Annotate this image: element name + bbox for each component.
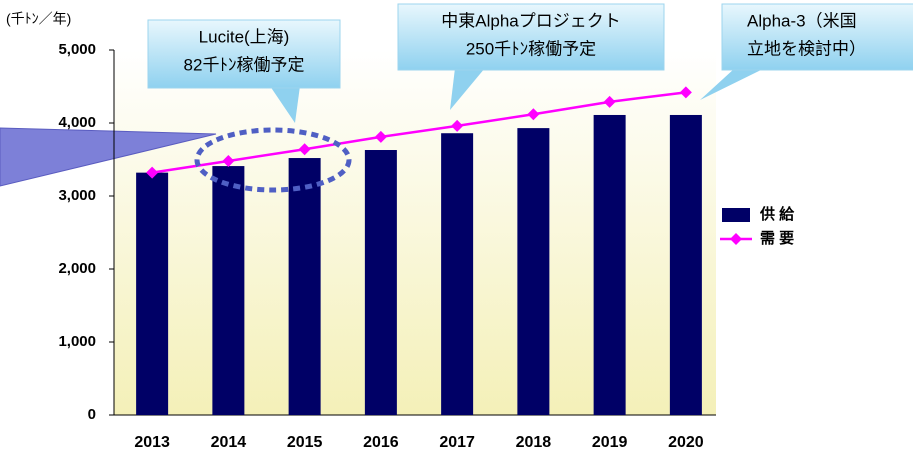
callouts [0,3,913,187]
x-tick-label: 2018 [516,434,552,451]
bar [212,166,245,415]
highlight-ellipse [194,127,352,193]
bar [288,158,321,416]
legend-label: 供 給 [759,205,795,223]
marker [527,108,540,121]
marker [679,86,692,99]
y-tick-label: 3,000 [58,187,96,204]
annotation: 250千ﾄﾝ稼働予定 [466,39,596,58]
callout-arrow [700,68,765,100]
line [151,91,687,174]
annotation: 中東Alphaプロジェクト [441,11,620,30]
y-tick-label: 1,000 [58,333,96,350]
annotation: 82千ﾄﾝ稼働予定 [184,55,305,74]
y-tick-label: 2,000 [58,260,96,277]
x-tick-label: 2013 [134,434,170,451]
bar [593,114,626,415]
x-tick-label: 2016 [363,434,399,451]
marker [146,166,159,179]
y-tick-label: 5,000 [58,41,96,58]
marker [603,95,616,108]
y-axis-label: (千ﾄﾝ／年) [6,11,71,27]
left-pointer [0,127,217,187]
marker [222,154,235,167]
y-tick-label: 0 [88,406,96,423]
x-tick-label: 2014 [211,434,247,451]
legend-swatch [722,208,750,222]
callout-box [147,19,341,89]
annotation: Lucite(上海) [199,27,290,46]
marker [298,143,311,156]
plot-area [114,50,716,415]
bar [364,150,397,415]
legend-marker [730,233,742,245]
marker [451,119,464,132]
annotation: Alpha-3（米国 [747,11,857,30]
x-tick-label: 2017 [439,434,475,451]
y-tick-label: 4,000 [58,114,96,131]
x-tick-label: 2020 [668,434,704,451]
bar [441,133,474,415]
bar [136,172,169,415]
x-tick-label: 2019 [592,434,628,451]
callout-box [721,3,913,71]
legend-label: 需 要 [760,229,794,247]
bar [517,128,550,416]
callout-arrow [450,68,485,110]
callout-arrow [270,86,300,123]
x-tick-label: 2015 [287,434,323,451]
marker [374,130,387,143]
annotation: 立地を検討中） [747,39,866,58]
bar [669,114,702,415]
callout-box [397,3,665,71]
